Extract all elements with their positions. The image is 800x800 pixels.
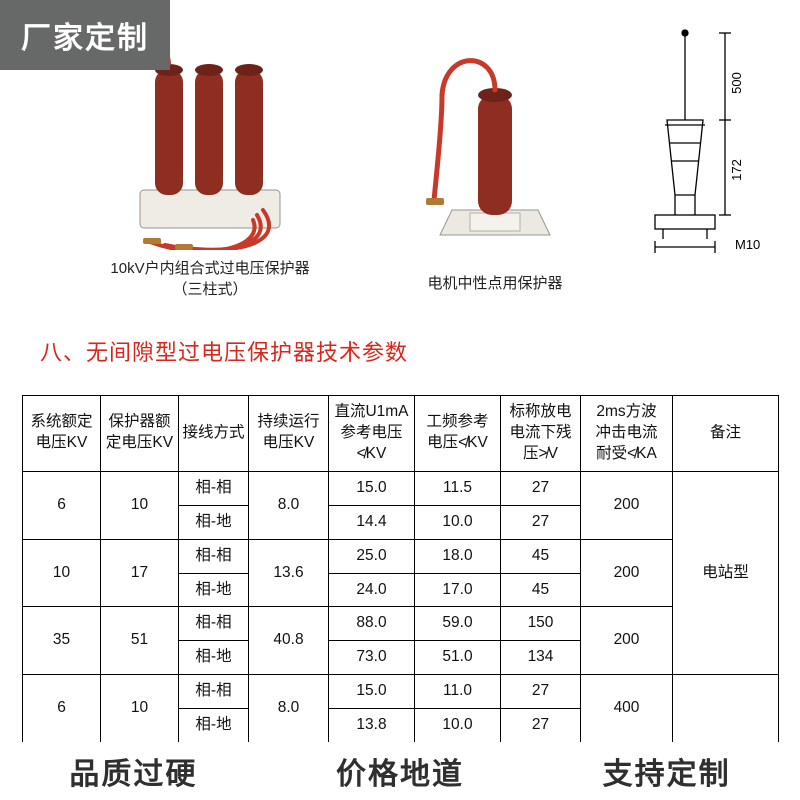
cell-pf: 10.0 bbox=[415, 709, 501, 743]
cell-wire: 相-相 bbox=[179, 607, 249, 641]
cell-cont: 40.8 bbox=[249, 607, 329, 675]
cell-sys: 6 bbox=[23, 471, 101, 539]
cell-square: 200 bbox=[581, 607, 673, 675]
cell-pf: 17.0 bbox=[415, 573, 501, 607]
cell-rated: 17 bbox=[101, 539, 179, 607]
dim-m10: M10 bbox=[735, 237, 760, 252]
cell-res: 27 bbox=[501, 505, 581, 539]
cell-wire: 相-地 bbox=[179, 709, 249, 743]
cell-res: 45 bbox=[501, 573, 581, 607]
bottom-tag-price: 价格地道 bbox=[336, 749, 464, 793]
factory-custom-badge: 厂家定制 bbox=[0, 0, 170, 70]
cell-res: 150 bbox=[501, 607, 581, 641]
cell-res: 27 bbox=[501, 471, 581, 505]
badge-text: 厂家定制 bbox=[21, 13, 149, 57]
cell-wire: 相-相 bbox=[179, 539, 249, 573]
th-remark: 备注 bbox=[673, 396, 779, 472]
neutral-point-protector-image bbox=[420, 40, 570, 265]
params-table-wrap: 系统额定电压KV 保护器额定电压KV 接线方式 持续运行电压KV 直流U1mA参… bbox=[22, 395, 778, 777]
cell-wire: 相-相 bbox=[179, 471, 249, 505]
cell-dc: 25.0 bbox=[329, 539, 415, 573]
th-rated: 保护器额定电压KV bbox=[101, 396, 179, 472]
cell-res: 27 bbox=[501, 675, 581, 709]
table-header-row: 系统额定电压KV 保护器额定电压KV 接线方式 持续运行电压KV 直流U1mA参… bbox=[23, 396, 779, 472]
th-wire: 接线方式 bbox=[179, 396, 249, 472]
cell-cont: 8.0 bbox=[249, 471, 329, 539]
th-square: 2ms方波冲击电流耐受≮KA bbox=[581, 396, 673, 472]
th-sys: 系统额定电压KV bbox=[23, 396, 101, 472]
product-mid: 电机中性点用保护器 bbox=[400, 40, 590, 294]
cell-square: 400 bbox=[581, 675, 673, 743]
cell-pf: 59.0 bbox=[415, 607, 501, 641]
bottom-bar: 品质过硬 价格地道 支持定制 bbox=[0, 742, 800, 800]
cell-rated: 10 bbox=[101, 675, 179, 743]
cell-pf: 11.0 bbox=[415, 675, 501, 709]
dim-172: 172 bbox=[729, 159, 744, 181]
cell-pf: 18.0 bbox=[415, 539, 501, 573]
three-column-protector-image bbox=[125, 40, 295, 250]
cell-wire: 相-地 bbox=[179, 505, 249, 539]
dimension-diagram: 500 172 M10 bbox=[625, 25, 775, 285]
table-row: 6 10 相-相 8.0 15.0 11.0 27 400 bbox=[23, 675, 779, 709]
cell-pf: 51.0 bbox=[415, 641, 501, 675]
cell-cont: 8.0 bbox=[249, 675, 329, 743]
cell-square: 200 bbox=[581, 471, 673, 539]
product-left: 10kV户内组合式过电压保护器（三柱式） bbox=[105, 40, 315, 300]
cell-remark: 电站型 bbox=[673, 471, 779, 675]
dim-500: 500 bbox=[729, 72, 744, 94]
bottom-tag-custom: 支持定制 bbox=[603, 749, 731, 793]
table-row: 10 17 相-相 13.6 25.0 18.0 45 200 bbox=[23, 539, 779, 573]
cell-wire: 相-相 bbox=[179, 675, 249, 709]
cell-dc: 24.0 bbox=[329, 573, 415, 607]
cell-wire: 相-地 bbox=[179, 641, 249, 675]
cell-dc: 15.0 bbox=[329, 471, 415, 505]
product-mid-caption: 电机中性点用保护器 bbox=[400, 273, 590, 294]
cell-dc: 14.4 bbox=[329, 505, 415, 539]
cell-wire: 相-地 bbox=[179, 573, 249, 607]
cell-sys: 35 bbox=[23, 607, 101, 675]
cell-square: 200 bbox=[581, 539, 673, 607]
cell-res: 45 bbox=[501, 539, 581, 573]
cell-sys: 10 bbox=[23, 539, 101, 607]
th-pf: 工频参考电压≮KV bbox=[415, 396, 501, 472]
product-diagram: 500 172 M10 bbox=[620, 25, 780, 285]
cell-rated: 10 bbox=[101, 471, 179, 539]
cell-dc: 73.0 bbox=[329, 641, 415, 675]
th-dc: 直流U1mA参考电压≮KV bbox=[329, 396, 415, 472]
cell-pf: 10.0 bbox=[415, 505, 501, 539]
product-left-caption: 10kV户内组合式过电压保护器（三柱式） bbox=[105, 258, 315, 300]
cell-dc: 13.8 bbox=[329, 709, 415, 743]
cell-cont: 13.6 bbox=[249, 539, 329, 607]
cell-dc: 15.0 bbox=[329, 675, 415, 709]
cell-pf: 11.5 bbox=[415, 471, 501, 505]
table-row: 6 10 相-相 8.0 15.0 11.5 27 200 电站型 bbox=[23, 471, 779, 505]
bottom-tag-quality: 品质过硬 bbox=[69, 749, 197, 793]
cell-res: 27 bbox=[501, 709, 581, 743]
th-cont: 持续运行电压KV bbox=[249, 396, 329, 472]
table-row: 35 51 相-相 40.8 88.0 59.0 150 200 bbox=[23, 607, 779, 641]
cell-sys: 6 bbox=[23, 675, 101, 743]
cell-dc: 88.0 bbox=[329, 607, 415, 641]
cell-res: 134 bbox=[501, 641, 581, 675]
section-title: 八、无间隙型过电压保护器技术参数 bbox=[40, 335, 408, 367]
th-res: 标称放电电流下残压≯V bbox=[501, 396, 581, 472]
cell-rated: 51 bbox=[101, 607, 179, 675]
params-table: 系统额定电压KV 保护器额定电压KV 接线方式 持续运行电压KV 直流U1mA参… bbox=[22, 395, 779, 777]
